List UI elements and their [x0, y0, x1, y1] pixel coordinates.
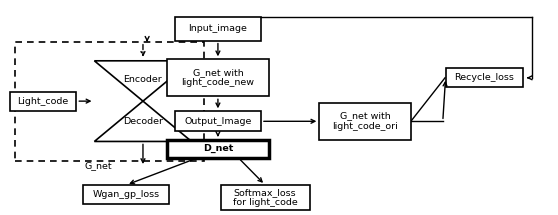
FancyBboxPatch shape — [167, 140, 270, 158]
Text: G_net: G_net — [85, 161, 112, 170]
Polygon shape — [94, 101, 191, 141]
Text: Decoder: Decoder — [123, 117, 163, 126]
Text: G_net with
light_code_ori: G_net with light_code_ori — [332, 112, 398, 131]
FancyBboxPatch shape — [175, 17, 261, 41]
Text: Input_image: Input_image — [189, 25, 247, 34]
FancyBboxPatch shape — [15, 42, 204, 161]
FancyBboxPatch shape — [167, 59, 270, 96]
FancyBboxPatch shape — [221, 185, 310, 210]
Text: Output_Image: Output_Image — [184, 117, 252, 126]
FancyBboxPatch shape — [319, 103, 411, 140]
Text: Encoder: Encoder — [123, 75, 162, 84]
FancyBboxPatch shape — [9, 92, 76, 111]
FancyBboxPatch shape — [446, 68, 523, 87]
Polygon shape — [94, 61, 191, 101]
Text: Softmax_loss
for light_code: Softmax_loss for light_code — [233, 188, 297, 207]
FancyBboxPatch shape — [175, 111, 261, 131]
Text: G_net with
light_code_new: G_net with light_code_new — [181, 68, 254, 88]
Text: Wgan_gp_loss: Wgan_gp_loss — [93, 190, 160, 199]
Text: Light_code: Light_code — [17, 97, 69, 106]
Text: Recycle_loss: Recycle_loss — [455, 73, 514, 82]
FancyBboxPatch shape — [83, 185, 169, 204]
Text: D_net: D_net — [203, 144, 233, 154]
